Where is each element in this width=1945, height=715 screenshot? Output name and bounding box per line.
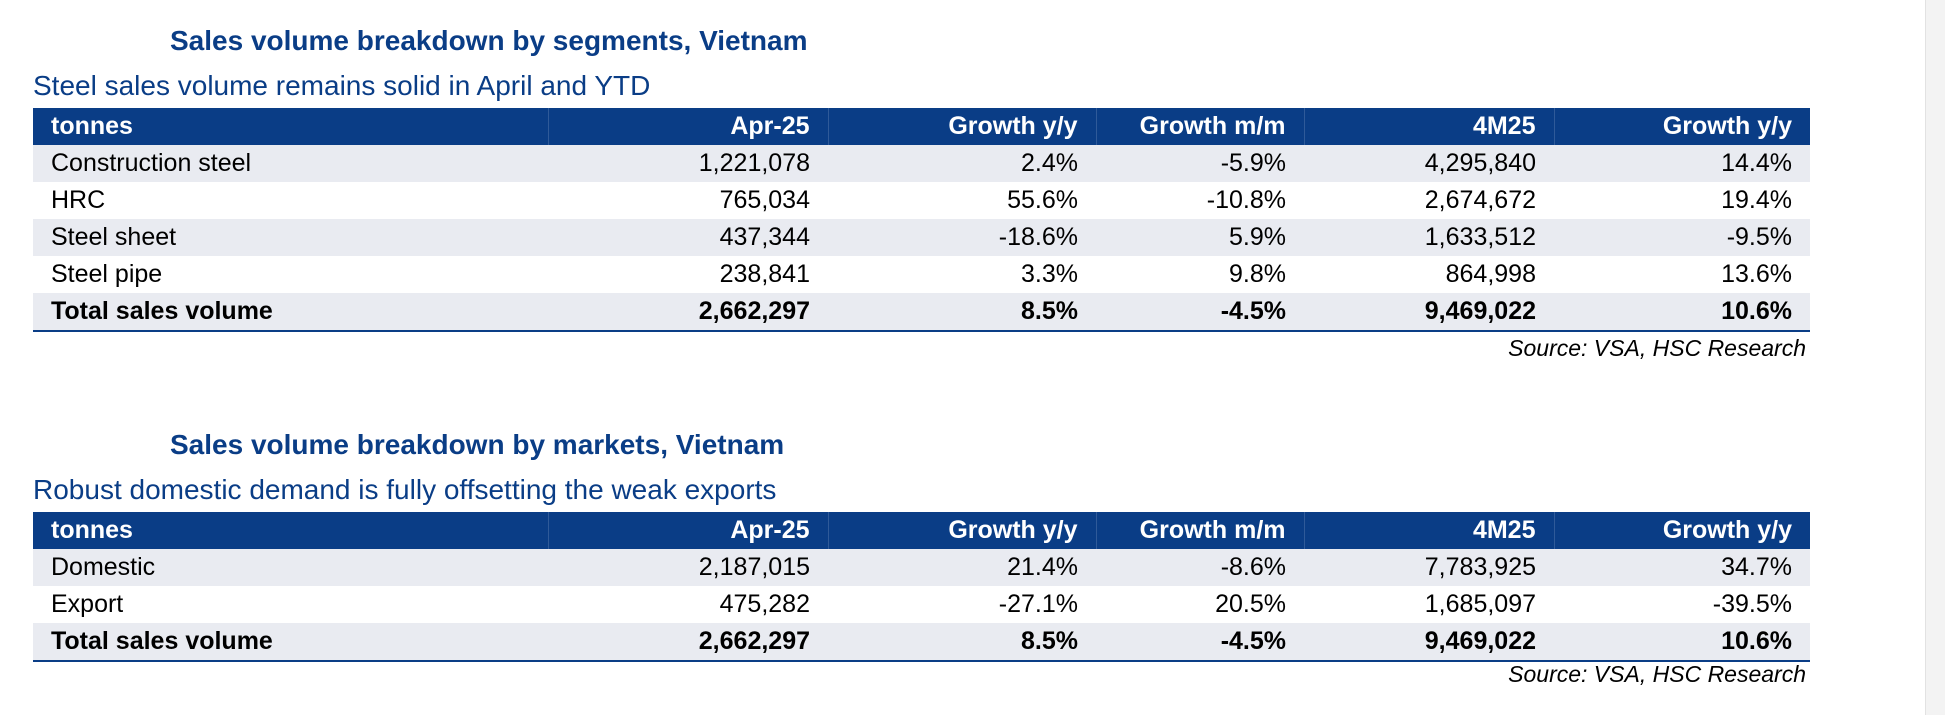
table-cell: 2,674,672 xyxy=(1304,182,1554,219)
table-cell: 3.3% xyxy=(828,256,1096,293)
table-cell: 7,783,925 xyxy=(1304,549,1554,586)
table-cell: 9,469,022 xyxy=(1304,293,1554,331)
column-header: Growth m/m xyxy=(1095,108,1304,145)
table-cell: 864,998 xyxy=(1304,256,1554,293)
table-row: Domestic 2,187,015 21.4% -8.6% 7,783,925… xyxy=(33,549,1810,586)
segments-subtitle: Steel sales volume remains solid in Apri… xyxy=(33,70,651,101)
table-cell: -8.6% xyxy=(1096,549,1304,586)
table-cell: -4.5% xyxy=(1096,623,1304,661)
page-right-edge xyxy=(1925,0,1945,715)
total-row: Total sales volume 2,662,297 8.5% -4.5% … xyxy=(33,293,1810,331)
table-row: Construction steel 1,221,078 2.4% -5.9% … xyxy=(33,145,1810,182)
table-cell: 8.5% xyxy=(828,293,1096,331)
column-header: Growth y/y xyxy=(1553,512,1810,549)
table-cell: 437,344 xyxy=(548,219,828,256)
table-cell: 20.5% xyxy=(1096,586,1304,623)
row-label: Domestic xyxy=(33,549,548,586)
column-header: Growth y/y xyxy=(827,108,1096,145)
segments-title: Sales volume breakdown by segments, Viet… xyxy=(170,25,808,56)
table-cell: 2,187,015 xyxy=(548,549,828,586)
column-header: Growth y/y xyxy=(1553,108,1810,145)
table-row: Steel pipe 238,841 3.3% 9.8% 864,998 13.… xyxy=(33,256,1810,293)
markets-table: tonnes Apr-25 Growth y/y Growth m/m 4M25… xyxy=(33,512,1810,662)
row-label: HRC xyxy=(33,182,548,219)
table-cell: 2,662,297 xyxy=(548,623,828,661)
table-cell: -5.9% xyxy=(1096,145,1304,182)
table-cell: 475,282 xyxy=(548,586,828,623)
column-header: tonnes xyxy=(33,512,548,549)
table-cell: 14.4% xyxy=(1554,145,1810,182)
table-cell: -10.8% xyxy=(1096,182,1304,219)
table-cell: 21.4% xyxy=(828,549,1096,586)
table-cell: 2.4% xyxy=(828,145,1096,182)
source-note: Source: VSA, HSC Research xyxy=(1508,335,1806,361)
table-row: HRC 765,034 55.6% -10.8% 2,674,672 19.4% xyxy=(33,182,1810,219)
column-header: tonnes xyxy=(33,108,548,145)
column-header: Apr-25 xyxy=(547,108,828,145)
column-header: 4M25 xyxy=(1303,108,1554,145)
table-cell: -39.5% xyxy=(1554,586,1810,623)
column-header: Growth m/m xyxy=(1095,512,1304,549)
table-cell: 1,685,097 xyxy=(1304,586,1554,623)
table-cell: 9,469,022 xyxy=(1304,623,1554,661)
row-label: Steel pipe xyxy=(33,256,548,293)
table-cell: 2,662,297 xyxy=(548,293,828,331)
table-cell: 8.5% xyxy=(828,623,1096,661)
table-cell: 55.6% xyxy=(828,182,1096,219)
row-label: Total sales volume xyxy=(33,293,548,331)
row-label: Construction steel xyxy=(33,145,548,182)
table-cell: 19.4% xyxy=(1554,182,1810,219)
table-cell: 1,633,512 xyxy=(1304,219,1554,256)
table-cell: 765,034 xyxy=(548,182,828,219)
table-cell: 5.9% xyxy=(1096,219,1304,256)
table-cell: 9.8% xyxy=(1096,256,1304,293)
total-row: Total sales volume 2,662,297 8.5% -4.5% … xyxy=(33,623,1810,661)
table-cell: 34.7% xyxy=(1554,549,1810,586)
column-header: Apr-25 xyxy=(547,512,828,549)
row-label: Total sales volume xyxy=(33,623,548,661)
column-header: 4M25 xyxy=(1303,512,1554,549)
table-row: Export 475,282 -27.1% 20.5% 1,685,097 -3… xyxy=(33,586,1810,623)
table-cell: 1,221,078 xyxy=(548,145,828,182)
table-cell: -4.5% xyxy=(1096,293,1304,331)
table-header-row: tonnes Apr-25 Growth y/y Growth m/m 4M25… xyxy=(33,512,1810,549)
table-cell: -27.1% xyxy=(828,586,1096,623)
table-cell: -18.6% xyxy=(828,219,1096,256)
row-label: Export xyxy=(33,586,548,623)
table-cell: 238,841 xyxy=(548,256,828,293)
row-label: Steel sheet xyxy=(33,219,548,256)
table-header-row: tonnes Apr-25 Growth y/y Growth m/m 4M25… xyxy=(33,108,1810,145)
markets-subtitle: Robust domestic demand is fully offsetti… xyxy=(33,474,777,505)
table-cell: -9.5% xyxy=(1554,219,1810,256)
table-row: Steel sheet 437,344 -18.6% 5.9% 1,633,51… xyxy=(33,219,1810,256)
source-note: Source: VSA, HSC Research xyxy=(1508,661,1806,687)
column-header: Growth y/y xyxy=(827,512,1096,549)
table-cell: 4,295,840 xyxy=(1304,145,1554,182)
segments-table: tonnes Apr-25 Growth y/y Growth m/m 4M25… xyxy=(33,108,1810,332)
markets-title: Sales volume breakdown by markets, Vietn… xyxy=(170,429,785,460)
table-cell: 10.6% xyxy=(1554,623,1810,661)
table-cell: 10.6% xyxy=(1554,293,1810,331)
table-cell: 13.6% xyxy=(1554,256,1810,293)
